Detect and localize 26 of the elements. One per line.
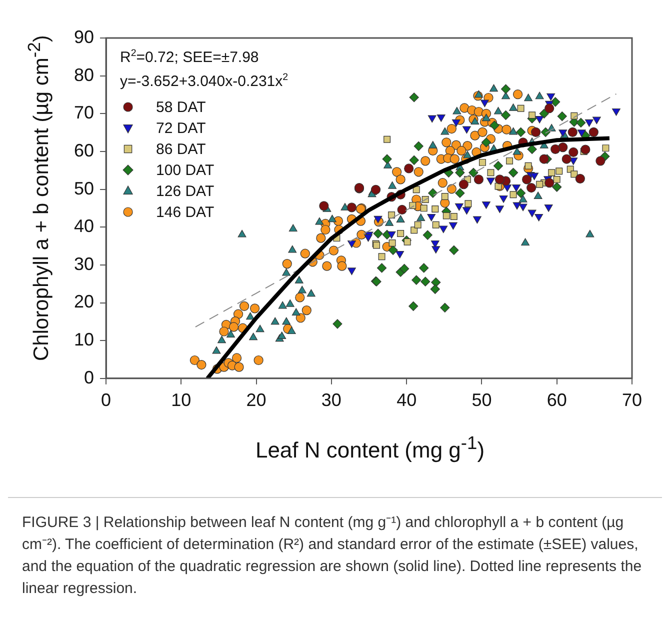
x-tick-label: 20: [246, 390, 266, 410]
y-tick-label: 50: [74, 178, 94, 198]
y-tick-label: 60: [74, 140, 94, 160]
y-tick-label: 80: [74, 64, 94, 85]
legend-label: 100 DAT: [156, 162, 214, 179]
y-tick-label: 40: [74, 216, 94, 236]
legend-label: 58 DAT: [156, 99, 206, 116]
x-tick-label: 40: [396, 390, 417, 410]
y-tick-label: 70: [74, 102, 94, 123]
x-tick-label: 60: [546, 390, 567, 410]
legend-label: 126 DAT: [156, 183, 214, 200]
x-tick-label: 50: [472, 390, 492, 410]
y-tick-label: 90: [74, 26, 94, 47]
legend-label: 72 DAT: [156, 120, 206, 137]
y-tick-label: 10: [74, 330, 94, 350]
y-tick-label: 30: [74, 254, 94, 274]
x-axis-title: Leaf N content (mg g$^{-1}$): [254, 432, 486, 464]
x-tick-label: 0: [101, 390, 112, 410]
x-tick-label: 10: [171, 390, 192, 410]
legend-label: 86 DAT: [156, 141, 206, 158]
legend-label: 146 DAT: [156, 204, 214, 221]
x-tick-label: 70: [622, 390, 642, 410]
x-tick-label: 30: [321, 390, 342, 410]
y-tick-label: 20: [74, 292, 94, 312]
y-tick-label: 0: [84, 367, 94, 388]
caption: FIGURE 3 | Relationship between leaf N content (mg g⁻¹) and chlorophyll a + b content (µg cm⁻²). The coefficient of determination (R²) and standard error of the estimate (±SEE) values, and the equation of the quadratic regression are shown (solid line). Dotted line represents the linear regression.: [8, 497, 662, 600]
